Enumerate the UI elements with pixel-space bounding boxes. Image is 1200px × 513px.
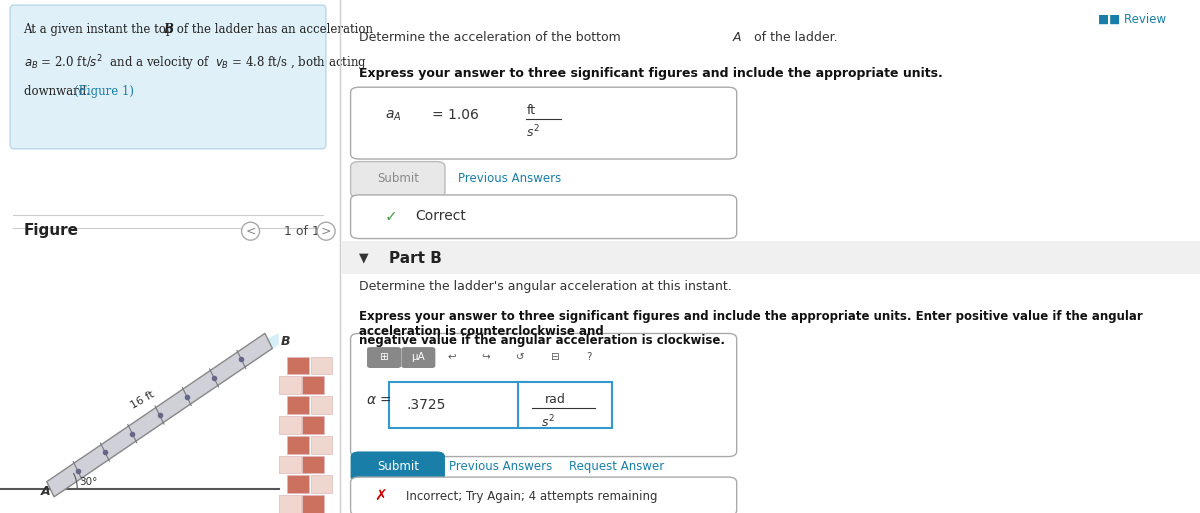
Text: $s^2$: $s^2$ (541, 414, 554, 430)
Text: downward.: downward. (24, 85, 94, 97)
FancyBboxPatch shape (302, 416, 324, 434)
FancyBboxPatch shape (287, 476, 308, 493)
Text: .3725: .3725 (407, 398, 445, 412)
Text: of the ladder has an acceleration: of the ladder has an acceleration (173, 23, 373, 36)
Text: ⊟: ⊟ (551, 352, 559, 362)
Text: A: A (41, 485, 50, 498)
Text: ✗: ✗ (374, 489, 388, 504)
FancyBboxPatch shape (350, 195, 737, 239)
Text: Correct: Correct (415, 209, 466, 224)
Polygon shape (46, 333, 278, 493)
FancyBboxPatch shape (350, 451, 445, 482)
Text: ft: ft (527, 104, 535, 117)
Text: At a given instant the top: At a given instant the top (24, 23, 178, 36)
FancyBboxPatch shape (311, 396, 332, 414)
Text: µA: µA (410, 352, 425, 362)
Text: rad: rad (545, 392, 566, 406)
Text: A: A (732, 31, 740, 44)
Text: <: < (245, 225, 256, 238)
FancyBboxPatch shape (311, 357, 332, 374)
Text: ?: ? (587, 352, 592, 362)
Text: = 1.06: = 1.06 (432, 108, 479, 123)
FancyBboxPatch shape (287, 357, 308, 374)
FancyBboxPatch shape (367, 348, 401, 367)
Text: ↩: ↩ (448, 352, 456, 362)
FancyBboxPatch shape (278, 416, 300, 434)
Text: ▼: ▼ (359, 251, 368, 265)
Text: Part B: Part B (389, 250, 442, 266)
Polygon shape (47, 333, 272, 497)
FancyBboxPatch shape (10, 5, 326, 149)
Text: Submit: Submit (377, 460, 419, 473)
Text: $\mathit{a_B}$ = 2.0 ft/$s^2$  and a velocity of  $\mathit{v_B}$ = 4.8 ft/s , bo: $\mathit{a_B}$ = 2.0 ft/$s^2$ and a velo… (24, 54, 366, 73)
FancyBboxPatch shape (302, 495, 324, 513)
Text: Figure: Figure (24, 223, 78, 238)
FancyBboxPatch shape (311, 436, 332, 453)
Text: Request Answer: Request Answer (569, 460, 665, 473)
Text: ✓: ✓ (385, 209, 397, 224)
Text: ↺: ↺ (516, 352, 524, 362)
FancyBboxPatch shape (278, 377, 300, 394)
Text: ■■ Review: ■■ Review (1098, 13, 1165, 26)
Text: ↪: ↪ (481, 352, 491, 362)
Text: Previous Answers: Previous Answers (449, 460, 552, 473)
FancyBboxPatch shape (278, 495, 300, 513)
FancyBboxPatch shape (302, 456, 324, 473)
FancyBboxPatch shape (311, 476, 332, 493)
Text: Express your answer to three significant figures and include the appropriate uni: Express your answer to three significant… (359, 67, 943, 80)
Text: Express your answer to three significant figures and include the appropriate uni: Express your answer to three significant… (359, 310, 1142, 339)
Text: B: B (281, 335, 290, 348)
FancyBboxPatch shape (389, 382, 527, 428)
Text: $a_A$: $a_A$ (385, 108, 402, 123)
Text: Determine the acceleration of the bottom: Determine the acceleration of the bottom (359, 31, 625, 44)
FancyBboxPatch shape (342, 241, 1200, 274)
Text: ⊞: ⊞ (379, 352, 388, 362)
Text: of the ladder.: of the ladder. (750, 31, 838, 44)
Text: $\alpha$ =: $\alpha$ = (366, 393, 391, 407)
Text: 30°: 30° (79, 477, 97, 486)
Text: Previous Answers: Previous Answers (458, 172, 562, 185)
Text: 16 ft: 16 ft (130, 389, 156, 411)
Text: Determine the ladder's angular acceleration at this instant.: Determine the ladder's angular accelerat… (359, 280, 732, 292)
FancyBboxPatch shape (350, 333, 737, 457)
FancyBboxPatch shape (302, 377, 324, 394)
Text: B: B (163, 23, 173, 36)
FancyBboxPatch shape (518, 382, 612, 428)
Text: $s^2$: $s^2$ (527, 124, 540, 141)
FancyBboxPatch shape (402, 348, 434, 367)
Text: Submit: Submit (377, 172, 419, 185)
FancyBboxPatch shape (350, 162, 445, 198)
FancyBboxPatch shape (350, 87, 737, 159)
Text: negative value if the angular acceleration is clockwise.: negative value if the angular accelerati… (359, 334, 725, 347)
FancyBboxPatch shape (287, 436, 308, 453)
Text: (Figure 1): (Figure 1) (74, 85, 134, 97)
Text: 1 of 1: 1 of 1 (284, 225, 319, 238)
Text: Incorrect; Try Again; 4 attempts remaining: Incorrect; Try Again; 4 attempts remaini… (407, 490, 658, 503)
FancyBboxPatch shape (278, 456, 300, 473)
FancyBboxPatch shape (287, 396, 308, 414)
Text: >: > (320, 225, 331, 238)
FancyBboxPatch shape (350, 477, 737, 513)
